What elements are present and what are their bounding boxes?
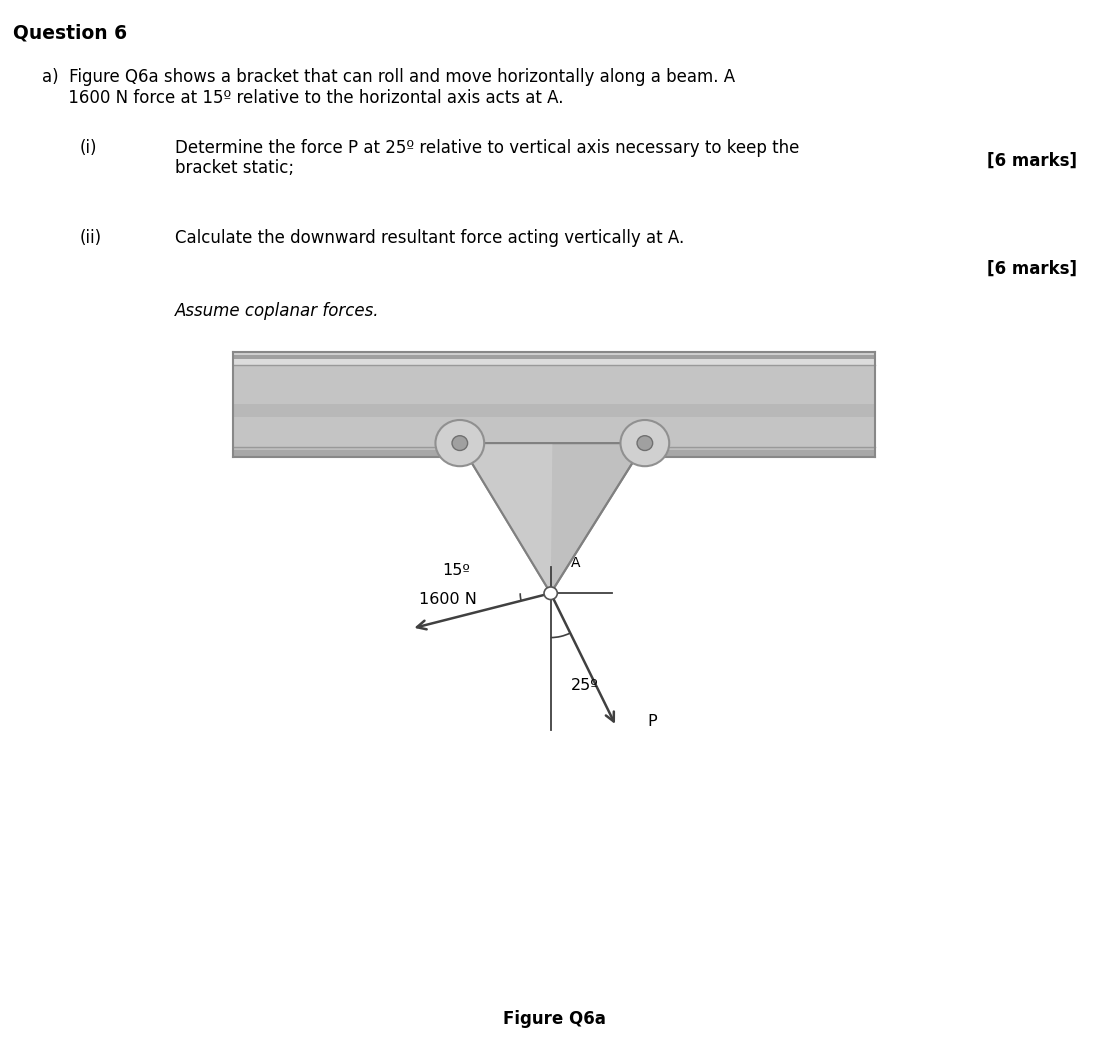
Circle shape	[620, 420, 669, 466]
Bar	[233, 352, 875, 364]
Bar	[233, 355, 875, 359]
Text: Assume coplanar forces.: Assume coplanar forces.	[175, 302, 380, 320]
Circle shape	[544, 587, 557, 600]
Polygon shape	[460, 443, 645, 593]
Bar	[233, 404, 875, 417]
Text: P: P	[647, 714, 657, 729]
Text: 15º: 15º	[442, 563, 471, 578]
Text: A: A	[571, 556, 581, 570]
Bar	[233, 352, 875, 457]
Bar	[233, 450, 875, 457]
Polygon shape	[460, 443, 552, 593]
Text: (i): (i)	[80, 139, 98, 156]
Text: (ii): (ii)	[80, 229, 102, 247]
Circle shape	[452, 436, 468, 450]
Text: [6 marks]: [6 marks]	[987, 152, 1077, 170]
Text: Calculate the downward resultant force acting vertically at A.: Calculate the downward resultant force a…	[175, 229, 685, 247]
Text: Figure Q6a: Figure Q6a	[503, 1010, 605, 1028]
Text: 25º: 25º	[571, 678, 598, 693]
Text: Determine the force P at 25º relative to vertical axis necessary to keep the
bra: Determine the force P at 25º relative to…	[175, 139, 800, 177]
Bar	[233, 352, 875, 355]
Circle shape	[435, 420, 484, 466]
Bar	[233, 447, 875, 450]
Circle shape	[637, 436, 653, 450]
Text: [6 marks]: [6 marks]	[987, 259, 1077, 277]
Text: Question 6: Question 6	[13, 23, 127, 42]
Text: 1600 N: 1600 N	[419, 592, 476, 607]
Text: a)  Figure Q6a shows a bracket that can roll and move horizontally along a beam.: a) Figure Q6a shows a bracket that can r…	[42, 68, 736, 107]
